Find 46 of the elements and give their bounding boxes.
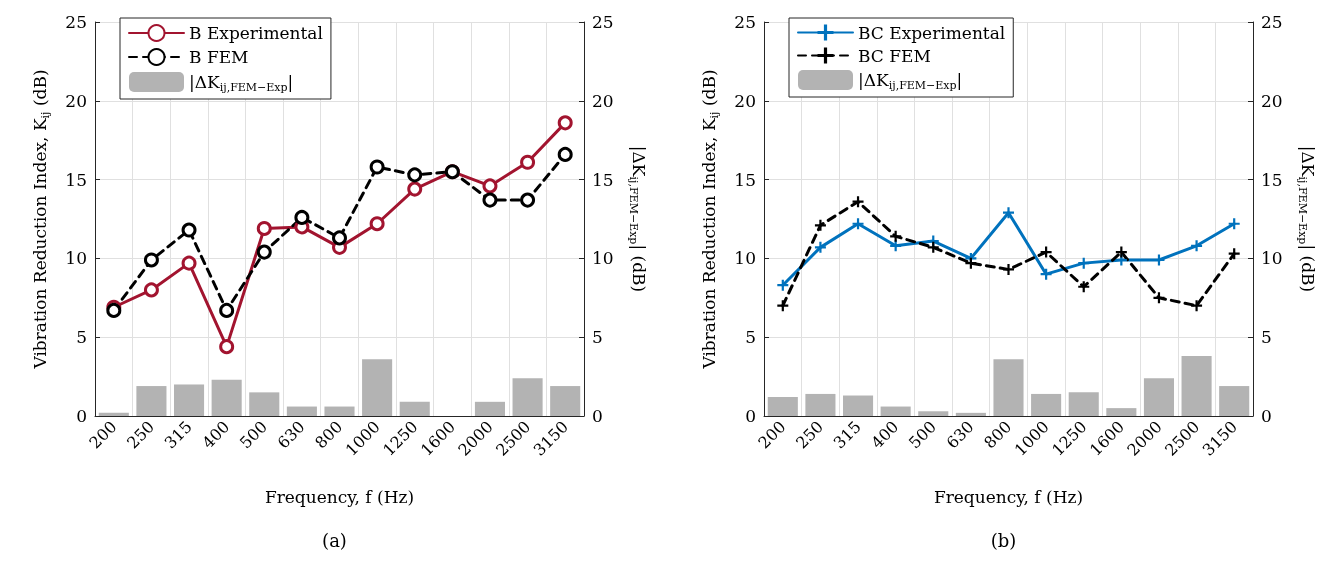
y2-tick-label: 10 [592, 248, 614, 269]
y2-tick-label: 5 [1261, 327, 1272, 348]
y2-tick-label: 20 [1261, 90, 1283, 111]
x-tick-label: 500 [904, 417, 940, 453]
x-axis-title: Frequency, f (Hz) [264, 486, 415, 507]
y-tick-label: 10 [65, 248, 87, 269]
x-tick-label: 500 [235, 417, 271, 453]
legend-label: BC Experimental [858, 22, 1006, 43]
x-tick-label: 200 [754, 417, 790, 453]
legend-label: B FEM [189, 47, 249, 67]
y2-tick-label: 15 [592, 169, 614, 190]
y-tick-label: 0 [76, 406, 87, 426]
y2-tick-label: 15 [1261, 169, 1283, 190]
y-tick-label: 5 [745, 327, 756, 348]
x-tick-label: 200 [85, 417, 121, 453]
x-tick-label: 630 [273, 417, 309, 453]
legend-label: BC FEM [858, 45, 931, 66]
y2-tick-label: 25 [1261, 12, 1283, 32]
x-tick-label: 800 [980, 417, 1016, 453]
x-tick-label: 315 [829, 417, 865, 453]
x-tick-label: 250 [123, 417, 159, 453]
y2-tick-label: 20 [592, 90, 614, 111]
x-tick-label: 400 [198, 417, 234, 453]
y-tick-label: 25 [734, 12, 756, 32]
y-tick-label: 0 [745, 406, 756, 426]
y2-tick-label: 0 [1261, 406, 1272, 426]
x-tick-label: 400 [867, 417, 903, 453]
text: (a) [322, 529, 347, 551]
text: (b) [990, 529, 1017, 551]
y-tick-label: 15 [734, 169, 756, 190]
y2-tick-label: 25 [592, 12, 614, 32]
legend-label: B Experimental [189, 23, 323, 43]
y-tick-label: 5 [76, 327, 87, 348]
y2-tick-label: 10 [1261, 248, 1283, 269]
x-tick-label: 250 [792, 417, 828, 453]
y2-tick-label: 5 [592, 327, 603, 348]
x-tick-label: 315 [160, 417, 196, 453]
y2-tick-label: 0 [592, 406, 603, 426]
x-tick-label: 800 [311, 417, 347, 453]
y-tick-label: 25 [65, 12, 87, 32]
y-tick-label: 20 [734, 90, 756, 111]
x-axis-title: Frequency, f (Hz) [933, 486, 1084, 507]
y-tick-label: 10 [734, 248, 756, 269]
y-tick-label: 20 [65, 90, 87, 111]
x-tick-label: 630 [942, 417, 978, 453]
y-tick-label: 15 [65, 169, 87, 190]
